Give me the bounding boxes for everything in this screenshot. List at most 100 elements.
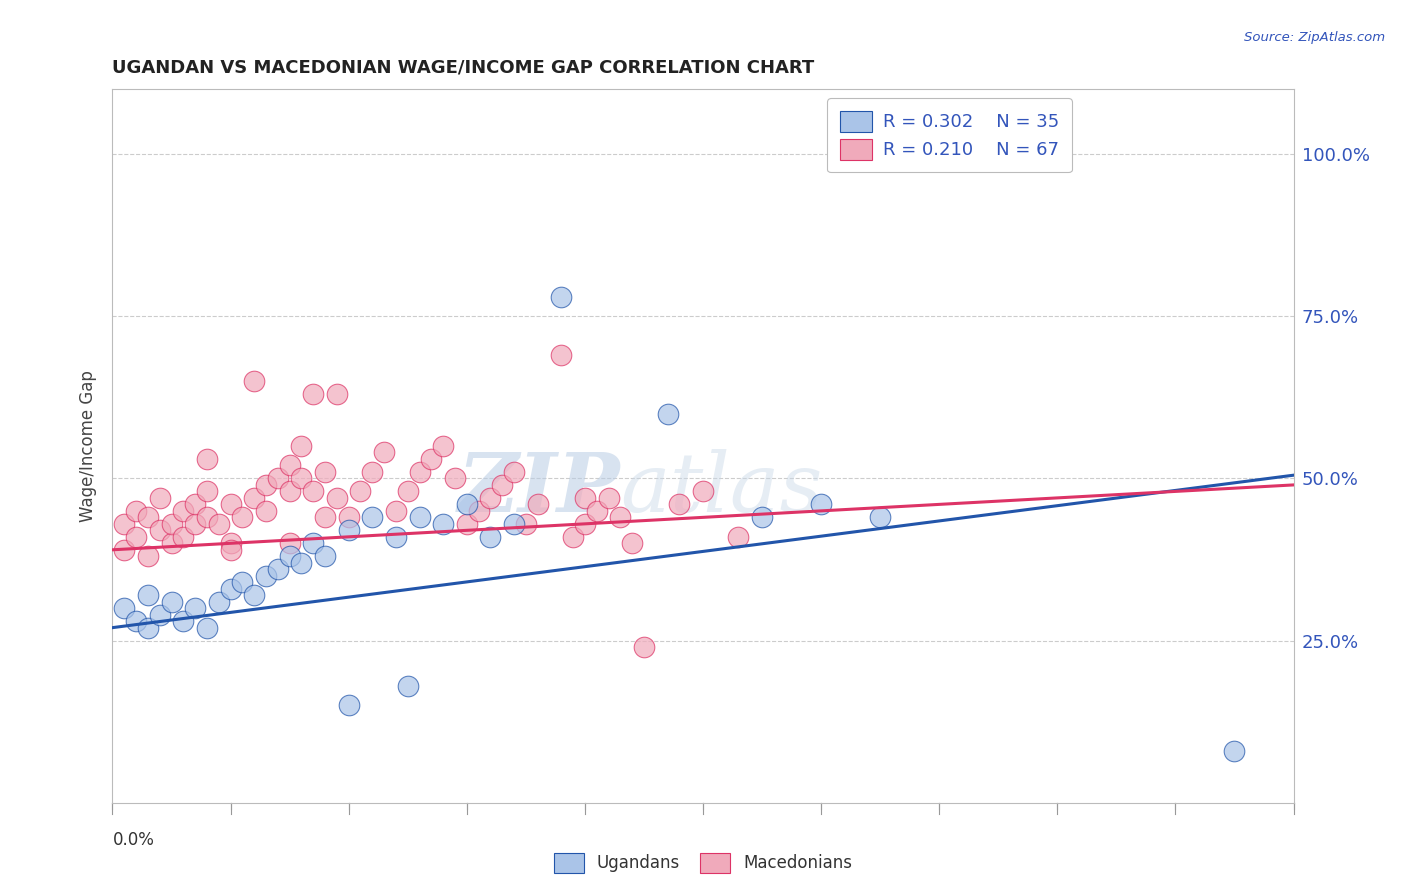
Point <box>585 504 607 518</box>
Point <box>184 516 207 531</box>
Point <box>562 530 585 544</box>
Point <box>444 471 467 485</box>
Point <box>254 568 277 582</box>
Point <box>467 504 489 518</box>
Point <box>491 478 513 492</box>
Point <box>727 530 749 544</box>
Text: atlas: atlas <box>620 449 823 529</box>
Point <box>267 471 290 485</box>
Point <box>219 497 242 511</box>
Point <box>314 465 336 479</box>
Point <box>751 510 773 524</box>
Point <box>337 510 360 524</box>
Point <box>326 387 349 401</box>
Point <box>219 542 242 557</box>
Point <box>290 439 312 453</box>
Point <box>278 536 301 550</box>
Point <box>479 491 502 505</box>
Point <box>503 465 526 479</box>
Point <box>278 484 301 499</box>
Point <box>432 439 454 453</box>
Point <box>231 510 253 524</box>
Point <box>290 471 312 485</box>
Point <box>668 497 690 511</box>
Point <box>633 640 655 654</box>
Point <box>219 536 242 550</box>
Point <box>243 374 266 388</box>
Point <box>278 549 301 564</box>
Point <box>149 491 172 505</box>
Point <box>184 497 207 511</box>
Point <box>515 516 537 531</box>
Point <box>349 484 371 499</box>
Point <box>195 621 218 635</box>
Point <box>503 516 526 531</box>
Y-axis label: Wage/Income Gap: Wage/Income Gap <box>79 370 97 522</box>
Point <box>149 607 172 622</box>
Point <box>550 290 572 304</box>
Point <box>243 491 266 505</box>
Point <box>136 549 159 564</box>
Point <box>326 491 349 505</box>
Point <box>195 452 218 467</box>
Point <box>125 530 148 544</box>
Point <box>456 497 478 511</box>
Point <box>160 516 183 531</box>
Point <box>172 530 194 544</box>
Point <box>456 516 478 531</box>
Point <box>408 510 430 524</box>
Legend: R = 0.302    N = 35, R = 0.210    N = 67: R = 0.302 N = 35, R = 0.210 N = 67 <box>827 98 1071 172</box>
Point <box>869 510 891 524</box>
Point <box>136 510 159 524</box>
Point <box>657 407 679 421</box>
Point <box>692 484 714 499</box>
Point <box>172 504 194 518</box>
Point <box>290 556 312 570</box>
Point <box>609 510 631 524</box>
Text: Source: ZipAtlas.com: Source: ZipAtlas.com <box>1244 31 1385 45</box>
Point <box>574 491 596 505</box>
Point <box>420 452 443 467</box>
Point <box>479 530 502 544</box>
Point <box>231 575 253 590</box>
Point <box>278 458 301 473</box>
Point <box>125 614 148 628</box>
Point <box>373 445 395 459</box>
Point <box>160 595 183 609</box>
Point <box>1223 744 1246 758</box>
Point <box>149 524 172 538</box>
Point <box>112 601 135 615</box>
Point <box>172 614 194 628</box>
Point <box>550 348 572 362</box>
Point <box>112 542 135 557</box>
Point <box>267 562 290 576</box>
Text: UGANDAN VS MACEDONIAN WAGE/INCOME GAP CORRELATION CHART: UGANDAN VS MACEDONIAN WAGE/INCOME GAP CO… <box>112 59 814 77</box>
Point <box>337 698 360 713</box>
Point <box>302 387 325 401</box>
Point <box>621 536 644 550</box>
Point <box>314 510 336 524</box>
Point <box>314 549 336 564</box>
Point <box>160 536 183 550</box>
Point <box>337 524 360 538</box>
Point <box>361 510 384 524</box>
Point <box>195 510 218 524</box>
Point <box>254 504 277 518</box>
Point <box>810 497 832 511</box>
Point <box>432 516 454 531</box>
Point <box>219 582 242 596</box>
Text: 0.0%: 0.0% <box>112 831 155 849</box>
Point <box>396 679 419 693</box>
Point <box>136 588 159 602</box>
Point <box>243 588 266 602</box>
Point <box>208 595 231 609</box>
Point <box>112 516 135 531</box>
Point <box>361 465 384 479</box>
Point <box>302 484 325 499</box>
Point <box>574 516 596 531</box>
Point <box>208 516 231 531</box>
Point <box>598 491 620 505</box>
Point <box>136 621 159 635</box>
Point <box>195 484 218 499</box>
Point <box>302 536 325 550</box>
